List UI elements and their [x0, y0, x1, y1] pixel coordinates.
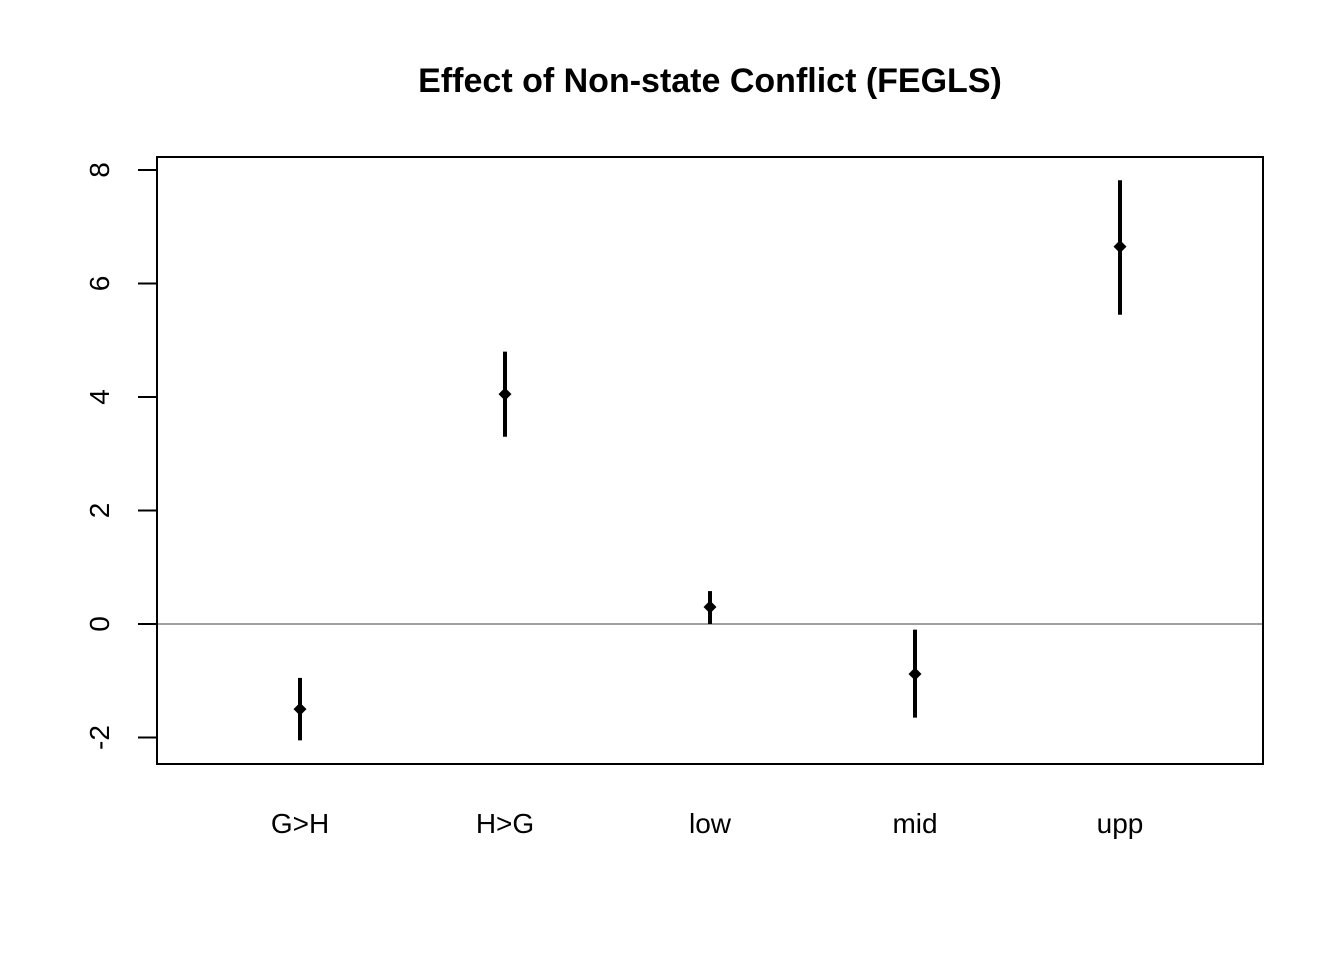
y-tick-label: 6: [84, 276, 115, 292]
y-tick-label: -2: [84, 725, 115, 750]
x-tick-label: mid: [892, 808, 937, 839]
y-tick-label: 8: [84, 162, 115, 178]
y-tick-label: 4: [84, 389, 115, 405]
axes: -2 0 2 4 6 8 G>H H>G low mid upp: [84, 162, 1143, 839]
point-estimate: [703, 600, 717, 614]
x-tick-label: low: [689, 808, 732, 839]
point-estimate: [293, 702, 307, 716]
point-estimate: [1113, 240, 1127, 254]
y-tick-label: 2: [84, 503, 115, 519]
x-tick-label: H>G: [476, 808, 534, 839]
x-tick-label: upp: [1097, 808, 1144, 839]
point-estimate: [908, 667, 922, 681]
chart-marks: [157, 180, 1263, 741]
x-tick-label: G>H: [271, 808, 329, 839]
chart-title: Effect of Non-state Conflict (FEGLS): [418, 62, 1002, 100]
y-tick-label: 0: [84, 616, 115, 632]
point-estimate: [498, 387, 512, 401]
plot-frame: [156, 156, 1264, 765]
